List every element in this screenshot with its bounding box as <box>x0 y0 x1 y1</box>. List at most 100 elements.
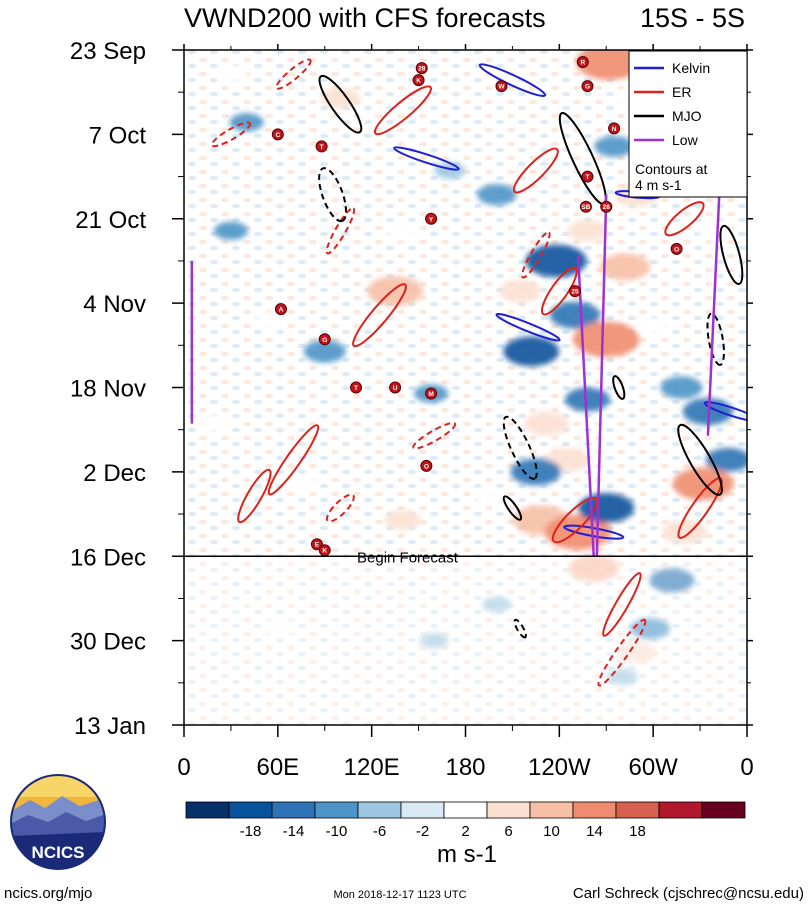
er-contour-22 <box>325 493 355 523</box>
storm-label: 28 <box>418 66 426 73</box>
mjo-contour-26 <box>677 423 723 496</box>
anomaly-blob-11 <box>567 220 608 242</box>
anomaly-blob-20 <box>568 554 619 582</box>
kelvin-contour-2 <box>495 312 561 342</box>
anomaly-blob-1 <box>367 276 424 306</box>
storm-marker-16: N <box>608 122 621 135</box>
region-label: 15S - 5S <box>640 3 745 33</box>
storm-symbol <box>318 333 331 346</box>
kelvin-contour-4 <box>703 401 747 423</box>
storm-symbol <box>581 170 594 183</box>
storm-marker-2: C <box>271 128 284 141</box>
storm-marker-0: 28 <box>415 62 428 75</box>
storm-symbol <box>579 200 592 213</box>
y-tick-label: 2 Dec <box>83 460 146 487</box>
colorbar-bin-6 <box>443 801 488 819</box>
x-tick-label: 0 <box>177 754 190 781</box>
chart-title: VWND200 with CFS forecasts <box>184 3 546 33</box>
storm-label: 28 <box>603 204 611 211</box>
anomaly-blob-39 <box>384 510 422 530</box>
anomaly-blob-41 <box>698 221 733 240</box>
storm-marker-8: U <box>389 381 402 394</box>
storm-label: A <box>279 307 284 314</box>
anomaly-blob-44 <box>262 620 294 637</box>
mjo-contour-28 <box>502 415 538 480</box>
colorbar-label: -14 <box>283 823 305 840</box>
legend-label-er: ER <box>672 84 691 100</box>
storm-marker-18: SB <box>579 200 592 213</box>
storm-symbol <box>576 56 589 69</box>
storm-label: G <box>585 84 590 91</box>
storm-marker-1: K <box>412 74 425 87</box>
colorbar-bin-1 <box>228 801 273 819</box>
colorbar-bin-9 <box>572 801 617 819</box>
storm-marker-6: G <box>318 333 331 346</box>
wave-contours <box>210 58 747 687</box>
storm-label: O <box>424 463 429 470</box>
anomaly-blob-14 <box>564 387 610 412</box>
colorbar: -18 -14 -10 -6 -2 2 6 10 14 18 <box>185 801 746 840</box>
storm-label: U <box>393 385 398 392</box>
storm-label: 25 <box>571 289 579 296</box>
ncics-logo: NCICS <box>10 774 106 870</box>
colorbar-label: 2 <box>461 823 469 840</box>
x-tick-label: 120E <box>344 754 400 781</box>
anomaly-blob-31 <box>649 568 695 593</box>
anomaly-blob-37 <box>198 414 233 433</box>
kelvin-contour-1 <box>393 146 460 171</box>
forecast-veil-rect <box>184 556 747 725</box>
storm-label: T <box>585 174 589 181</box>
er-contour-11 <box>551 496 599 544</box>
anomaly-blob-35 <box>213 221 249 240</box>
anomaly-blob-36 <box>252 312 288 331</box>
anomaly-blob-40 <box>471 486 507 506</box>
storm-label: O <box>674 246 679 253</box>
colorbar-label: -2 <box>416 823 429 840</box>
legend-label-low: Low <box>672 132 699 148</box>
kelvin-contour-0 <box>478 63 547 98</box>
er-contour-18 <box>210 121 252 148</box>
anomaly-blob-45 <box>482 596 512 613</box>
colorbar-units: m s-1 <box>437 841 497 868</box>
storm-label: SB <box>581 204 590 211</box>
storm-symbol <box>420 459 433 472</box>
storm-label: N <box>612 126 617 133</box>
y-tick-label: 21 Oct <box>75 207 146 234</box>
storm-label: T <box>354 385 358 392</box>
y-tick-label: 30 Dec <box>70 629 146 656</box>
anomaly-blob-23 <box>594 135 634 157</box>
anomaly-blob-5 <box>476 184 517 206</box>
anomaly-blob-47 <box>213 64 249 84</box>
anomaly-blob-16 <box>510 458 562 486</box>
storm-label: M <box>428 391 433 398</box>
storm-symbol <box>425 212 438 225</box>
colorbar-bin-12 <box>701 801 746 819</box>
mjo-contour-24 <box>318 74 363 134</box>
colorbar-label: 14 <box>586 823 603 840</box>
storm-symbol <box>600 200 613 213</box>
anomaly-blob-13 <box>599 253 651 281</box>
er-contour-12 <box>602 572 642 637</box>
storm-marker-21: O <box>670 242 683 255</box>
colorbar-bin-5 <box>400 801 445 819</box>
anomaly-blob-7 <box>503 336 560 367</box>
anomaly-blob-29 <box>672 467 734 501</box>
anomaly-blob-0 <box>303 340 346 363</box>
low-line-1 <box>595 194 608 557</box>
storm-symbol <box>412 74 425 87</box>
mjo-contour-23 <box>318 167 347 223</box>
storm-marker-7: T <box>350 381 363 394</box>
anomaly-blob-34 <box>229 113 264 132</box>
storm-marker-14: R <box>576 56 589 69</box>
footer-timestamp: Mon 2018-12-17 1123 UTC <box>333 889 466 901</box>
colorbar-bin-8 <box>529 801 574 819</box>
er-contour-14 <box>664 201 705 237</box>
storm-symbol <box>415 62 428 75</box>
storm-marker-9: M <box>425 387 438 400</box>
er-contour-15 <box>237 468 272 524</box>
storm-symbol <box>568 285 581 298</box>
logo-text: NCICS <box>32 843 85 862</box>
colorbar-label: -10 <box>326 823 348 840</box>
anomaly-blob-25 <box>636 318 671 337</box>
